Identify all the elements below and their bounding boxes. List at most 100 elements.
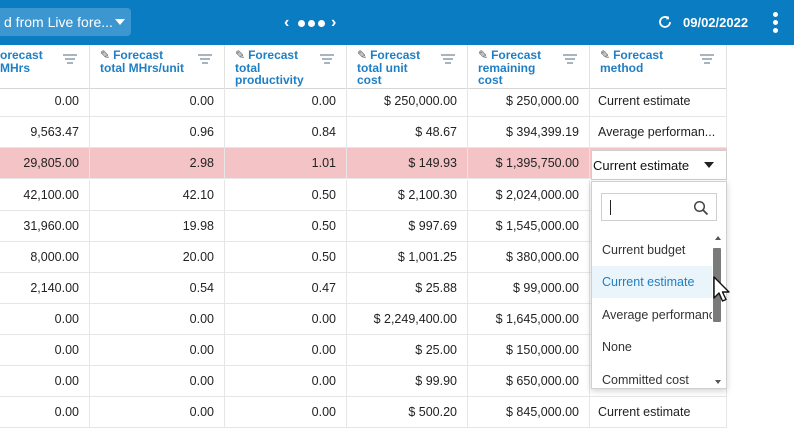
caret-down-icon[interactable]: [704, 162, 714, 168]
table-cell[interactable]: 1.01: [225, 148, 347, 179]
table-cell[interactable]: 0.00: [0, 366, 90, 397]
table-cell[interactable]: 0.47: [225, 273, 347, 304]
table-cell[interactable]: 42,100.00: [0, 180, 90, 211]
filter-icon[interactable]: [198, 54, 212, 64]
table-cell[interactable]: 0.00: [90, 304, 225, 335]
table-cell[interactable]: 0.00: [90, 366, 225, 397]
table-cell[interactable]: $ 997.69: [347, 211, 468, 242]
table-cell[interactable]: 0.00: [225, 335, 347, 366]
table-cell[interactable]: 0.00: [225, 366, 347, 397]
dropdown-option[interactable]: Average performance: [602, 308, 712, 322]
forecast-method-select[interactable]: Current estimate: [591, 150, 727, 180]
table-cell[interactable]: 0.00: [0, 335, 90, 366]
column-header[interactable]: orecast MHrs: [0, 45, 90, 89]
table-cell[interactable]: 0.50: [225, 180, 347, 211]
table-cell[interactable]: 31,960.00: [0, 211, 90, 242]
table-cell[interactable]: 0.00: [90, 335, 225, 366]
table-cell[interactable]: 2,140.00: [0, 273, 90, 304]
pager-dot[interactable]: [298, 20, 305, 27]
dropdown-option[interactable]: Committed cost: [602, 373, 689, 387]
table-cell[interactable]: 0.50: [225, 211, 347, 242]
table-cell[interactable]: Current estimate: [590, 86, 727, 117]
kebab-menu-icon[interactable]: [771, 12, 779, 34]
filter-icon[interactable]: [320, 54, 334, 64]
filter-icon[interactable]: [700, 54, 714, 64]
search-icon[interactable]: [693, 200, 709, 216]
table-cell[interactable]: 0.00: [90, 397, 225, 428]
column-header-title: ✎ Forecast method: [600, 49, 663, 74]
table-cell[interactable]: $ 25.88: [347, 273, 468, 304]
table-cell[interactable]: $ 2,100.30: [347, 180, 468, 211]
table-cell[interactable]: $ 650,000.00: [468, 366, 590, 397]
table-cell[interactable]: 42.10: [90, 180, 225, 211]
chevron-left-icon[interactable]: ‹: [284, 14, 290, 31]
table-cell[interactable]: $ 500.20: [347, 397, 468, 428]
table-row[interactable]: 9,563.47 0.96 0.84 $ 48.67 $ 394,399.19 Avera…: [0, 117, 727, 148]
chevron-right-icon[interactable]: ›: [331, 14, 337, 31]
pager-dot[interactable]: [308, 20, 315, 27]
filter-icon[interactable]: [563, 54, 577, 64]
table-cell[interactable]: Average performan...: [590, 117, 727, 148]
column-header[interactable]: ✎ Forecast remaining cost: [468, 45, 590, 89]
refresh-icon[interactable]: [656, 13, 674, 31]
table-cell[interactable]: $ 845,000.00: [468, 397, 590, 428]
table-cell[interactable]: $ 99.90: [347, 366, 468, 397]
view-selector[interactable]: d from Live fore...: [0, 8, 131, 36]
table-cell[interactable]: 0.00: [0, 397, 90, 428]
table-cell[interactable]: 0.50: [225, 242, 347, 273]
table-row[interactable]: 8,000.00 20.00 0.50 $ 1,001.25 $ 380,000.00: [0, 242, 727, 273]
dropdown-option[interactable]: None: [602, 340, 632, 354]
table-cell[interactable]: $ 1,001.25: [347, 242, 468, 273]
table-row[interactable]: 0.00 0.00 0.00 $ 25.00 $ 150,000.00: [0, 335, 727, 366]
pager-dot[interactable]: [318, 20, 325, 27]
column-header[interactable]: ✎ Forecast method: [590, 45, 727, 89]
table-cell[interactable]: $ 2,249,400.00: [347, 304, 468, 335]
table-cell[interactable]: $ 48.67: [347, 117, 468, 148]
table-row[interactable]: 2,140.00 0.54 0.47 $ 25.88 $ 99,000.00: [0, 273, 727, 304]
table-cell[interactable]: 29,805.00: [0, 148, 90, 179]
table-cell[interactable]: $ 250,000.00: [468, 86, 590, 117]
scroll-up-icon[interactable]: [715, 236, 721, 240]
table-row[interactable]: 0.00 0.00 0.00 $ 500.20 $ 845,000.00 Current …: [0, 397, 727, 428]
table-cell[interactable]: $ 250,000.00: [347, 86, 468, 117]
table-cell[interactable]: 19.98: [90, 211, 225, 242]
table-cell[interactable]: $ 394,399.19: [468, 117, 590, 148]
table-row[interactable]: 31,960.00 19.98 0.50 $ 997.69 $ 1,545,000.00: [0, 211, 727, 242]
table-cell[interactable]: $ 1,395,750.00: [468, 148, 590, 179]
table-cell[interactable]: $ 2,024,000.00: [468, 180, 590, 211]
table-cell[interactable]: 0.00: [0, 86, 90, 117]
filter-icon[interactable]: [441, 54, 455, 64]
table-row[interactable]: 0.00 0.00 0.00 $ 250,000.00 $ 250,000.00 Curr…: [0, 86, 727, 117]
table-cell[interactable]: $ 380,000.00: [468, 242, 590, 273]
table-cell[interactable]: $ 1,645,000.00: [468, 304, 590, 335]
table-cell[interactable]: 0.00: [90, 86, 225, 117]
table-cell[interactable]: $ 1,545,000.00: [468, 211, 590, 242]
scroll-down-icon[interactable]: [715, 380, 721, 384]
column-header[interactable]: ✎ Forecast total unit cost: [347, 45, 468, 89]
table-cell[interactable]: 0.54: [90, 273, 225, 304]
filter-icon[interactable]: [63, 54, 77, 64]
dropdown-option[interactable]: Current estimate: [592, 266, 712, 298]
table-cell[interactable]: 2.98: [90, 148, 225, 179]
column-header[interactable]: ✎ Forecast total MHrs/unit: [90, 45, 225, 89]
table-cell[interactable]: 8,000.00: [0, 242, 90, 273]
table-cell[interactable]: $ 150,000.00: [468, 335, 590, 366]
table-cell[interactable]: 0.00: [225, 397, 347, 428]
table-cell[interactable]: $ 149.93: [347, 148, 468, 179]
table-cell[interactable]: Current estimate: [590, 397, 727, 428]
dropdown-option[interactable]: Current budget: [602, 243, 686, 257]
table-cell[interactable]: 20.00: [90, 242, 225, 273]
table-row[interactable]: 0.00 0.00 0.00 $ 2,249,400.00 $ 1,645,000.00: [0, 304, 727, 335]
dropdown-scrollbar[interactable]: [713, 234, 725, 386]
table-cell[interactable]: $ 99,000.00: [468, 273, 590, 304]
table-cell[interactable]: 0.00: [225, 86, 347, 117]
table-row[interactable]: 0.00 0.00 0.00 $ 99.90 $ 650,000.00: [0, 366, 727, 397]
table-cell[interactable]: $ 25.00: [347, 335, 468, 366]
table-cell[interactable]: 0.96: [90, 117, 225, 148]
table-cell[interactable]: 0.00: [225, 304, 347, 335]
table-cell[interactable]: 0.84: [225, 117, 347, 148]
dropdown-search-input[interactable]: [601, 193, 717, 221]
column-header[interactable]: ✎ Forecast total productivity: [225, 45, 347, 89]
table-cell[interactable]: 0.00: [0, 304, 90, 335]
table-cell[interactable]: 9,563.47: [0, 117, 90, 148]
